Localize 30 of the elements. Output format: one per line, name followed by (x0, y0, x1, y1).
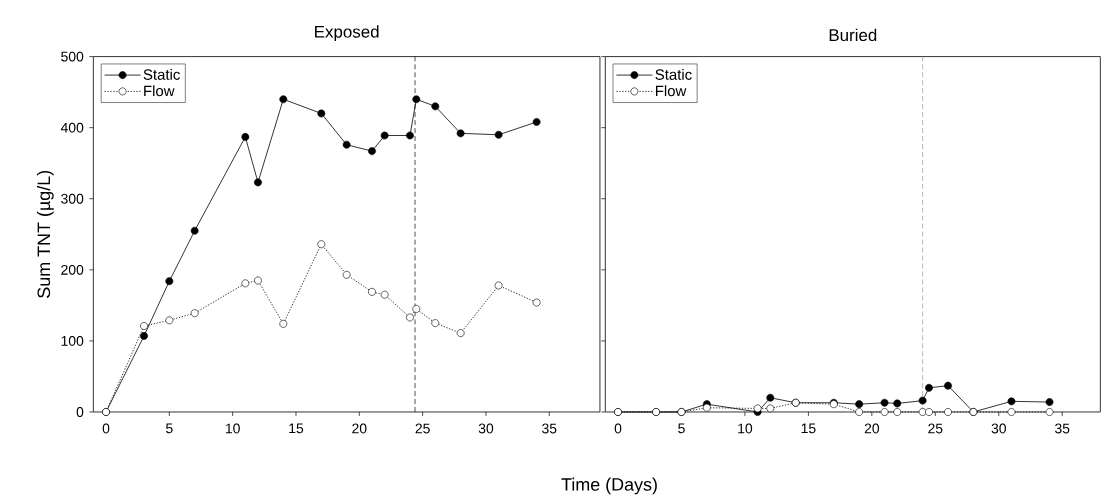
x-tick-label: 15 (289, 423, 304, 434)
y-axis-title: Sum TNT (µg/L) (36, 170, 54, 298)
x-tick-label: 35 (542, 423, 557, 434)
legend-label: Flow (655, 85, 687, 97)
y-tick-label: 100 (61, 335, 84, 346)
chart-title: Exposed (315, 25, 379, 42)
x-tick-label: 30 (991, 423, 1006, 434)
y-tick-label: 300 (61, 193, 84, 204)
y-tick-label: 200 (61, 264, 84, 275)
legend-label: Flow (144, 85, 175, 97)
x-tick-label: 20 (864, 423, 880, 434)
x-tick-label: 0 (102, 423, 110, 434)
x-tick-label: 10 (738, 423, 753, 434)
y-tick-label: 400 (60, 122, 84, 133)
legend-label: Static (655, 68, 692, 80)
x-tick-label: 20 (352, 423, 367, 434)
x-tick-label: 25 (415, 423, 430, 434)
x-tick-label: 5 (678, 423, 685, 434)
y-tick-label: 500 (61, 51, 84, 62)
x-tick-label: 0 (614, 423, 622, 434)
x-tick-label: 10 (225, 423, 240, 434)
x-tick-label: 15 (801, 423, 816, 434)
legend-label: Static (143, 68, 180, 80)
x-axis-title: Time (Days) (561, 477, 657, 495)
x-tick-label: 25 (928, 423, 943, 434)
chart-title: Buried (829, 28, 877, 42)
y-tick-label: 0 (76, 407, 84, 417)
x-tick-label: 30 (478, 423, 494, 434)
x-tick-label: 35 (1055, 423, 1070, 434)
x-tick-label: 5 (166, 423, 173, 434)
